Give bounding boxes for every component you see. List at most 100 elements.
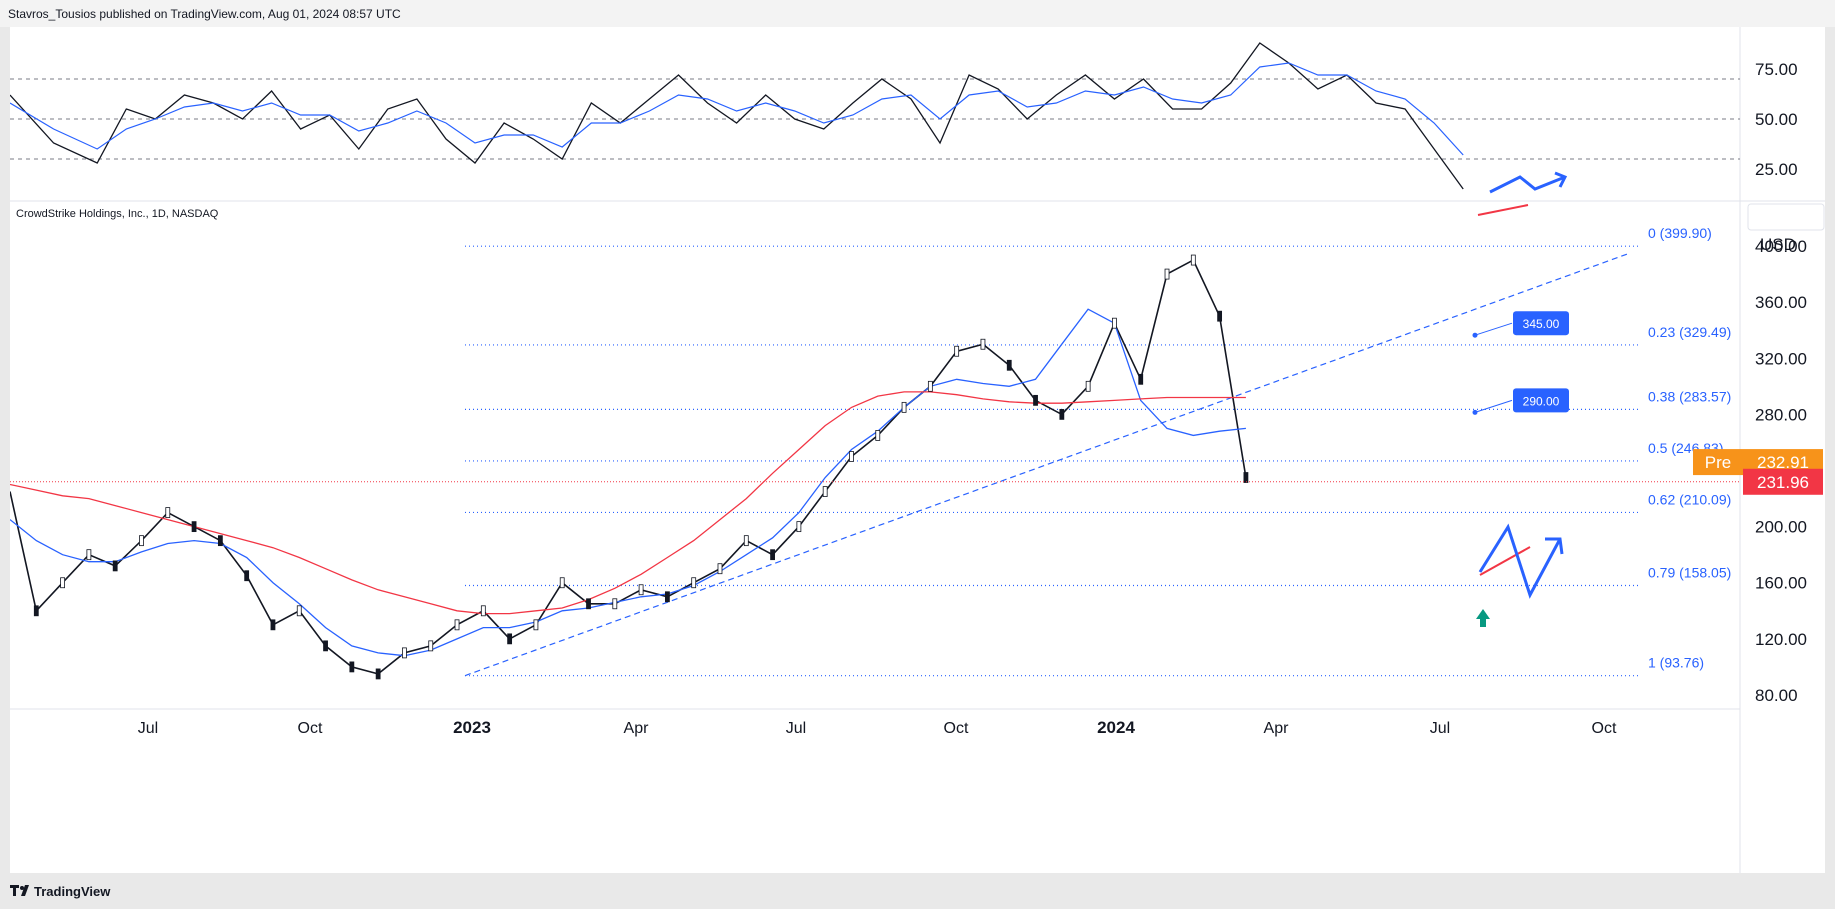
chart-frame[interactable]: 75.00 50.00 25.00 CrowdStrike Holdings, Inc… <box>10 27 1825 873</box>
candle <box>1059 408 1065 420</box>
price-tick-label: 400.00 <box>1755 237 1807 256</box>
candle <box>875 430 881 441</box>
tradingview-logo-icon[interactable] <box>10 883 30 899</box>
time-tick-label: Jul <box>138 720 158 737</box>
up-arrow-icon <box>1476 609 1490 627</box>
candle <box>586 598 591 610</box>
last-price-label: 231.96 <box>1757 473 1809 492</box>
tradingview-brand[interactable]: TradingView <box>34 884 111 899</box>
candle <box>217 535 223 547</box>
target-dot <box>1472 409 1478 415</box>
price-tick-label: 320.00 <box>1755 349 1807 368</box>
time-tick-label: Apr <box>1264 720 1290 737</box>
publisher-text: Stavros_Tousios published on TradingView… <box>8 7 401 21</box>
candle <box>533 619 539 631</box>
oscillator-tick-label: 25.00 <box>1755 160 1798 179</box>
candle <box>86 549 92 561</box>
candle <box>1138 373 1144 385</box>
candle <box>954 345 960 357</box>
candle <box>743 535 749 547</box>
candle <box>1217 310 1223 322</box>
candle <box>691 577 697 589</box>
price-tick-label: 80.00 <box>1755 686 1798 705</box>
moving-average-slow <box>10 391 1246 615</box>
candle <box>822 486 828 497</box>
candle <box>428 640 434 652</box>
trend-line <box>464 252 1631 677</box>
candle <box>112 560 118 572</box>
candle <box>60 577 65 589</box>
target-badge <box>1513 388 1569 413</box>
price-tick-label: 200.00 <box>1755 518 1807 537</box>
candle <box>1033 394 1038 406</box>
candle <box>796 521 802 533</box>
fib-level-label: 0.23 (329.49) <box>1648 324 1731 340</box>
time-tick-label: 2023 <box>453 718 491 737</box>
currency-label: USD <box>1760 235 1796 254</box>
candle <box>717 563 723 575</box>
time-tick-label: Jul <box>786 720 806 737</box>
symbol-title: CrowdStrike Holdings, Inc., 1D, NASDAQ <box>16 208 219 220</box>
oscillator-divergence-line <box>1477 204 1529 216</box>
time-tick-label: Apr <box>624 720 650 737</box>
candle <box>901 401 907 413</box>
candle <box>139 535 144 547</box>
support-line <box>1479 546 1531 576</box>
moving-average-fast <box>10 308 1246 657</box>
candle <box>191 521 197 533</box>
price-line <box>10 258 1247 675</box>
fib-level-label: 0.62 (210.09) <box>1648 491 1731 507</box>
candle <box>665 591 670 603</box>
candle <box>559 577 565 589</box>
candle <box>244 570 250 582</box>
oscillator-arrow-head <box>1554 171 1568 188</box>
pre-tag-box <box>1693 449 1743 476</box>
oscillator-line <box>10 42 1464 190</box>
target-label: 345.00 <box>1523 317 1560 331</box>
candle <box>454 619 460 631</box>
oscillator-tick-label: 50.00 <box>1755 110 1798 129</box>
price-tick-label: 160.00 <box>1755 574 1807 593</box>
target-badge <box>1513 311 1569 336</box>
candle <box>33 605 39 617</box>
pre-tag-label: Pre <box>1705 453 1731 472</box>
publish-header: Stavros_Tousios published on TradingView… <box>0 0 1835 27</box>
candle <box>480 605 486 617</box>
candle <box>165 507 171 518</box>
projection-arrow-head <box>1545 537 1564 555</box>
candle <box>375 668 381 680</box>
time-tick-label: Oct <box>944 720 969 737</box>
candle <box>1164 268 1170 280</box>
pre-price-label: 232.91 <box>1757 453 1809 472</box>
projection-arrow <box>1478 523 1562 599</box>
time-tick-label: Oct <box>1592 720 1617 737</box>
oscillator-tick-label: 75.00 <box>1755 60 1798 79</box>
candle <box>770 549 775 561</box>
candle <box>402 647 407 659</box>
fib-level-label: 1 (93.76) <box>1648 655 1704 671</box>
price-tick-label: 280.00 <box>1755 405 1807 424</box>
time-tick-label: 2024 <box>1097 718 1135 737</box>
candle <box>1243 472 1249 483</box>
fib-level-label: 0 (399.90) <box>1648 225 1712 241</box>
candle <box>638 584 644 596</box>
last-price-box <box>1743 468 1823 495</box>
candle <box>849 451 854 462</box>
chart-canvas[interactable]: 75.00 50.00 25.00 CrowdStrike Holdings, Inc… <box>10 27 1825 873</box>
candle <box>1085 380 1091 392</box>
candle <box>349 661 355 673</box>
candle <box>1006 359 1012 371</box>
target-dot <box>1472 332 1478 338</box>
candle <box>1112 317 1117 329</box>
target-connector <box>1474 322 1513 336</box>
candle <box>1190 254 1196 266</box>
currency-box <box>1747 203 1825 231</box>
fib-level-label: 0.79 (158.05) <box>1648 564 1731 580</box>
target-connector <box>1474 399 1513 413</box>
target-label: 290.00 <box>1523 394 1560 408</box>
fib-level-label: 0.38 (283.57) <box>1648 388 1731 404</box>
candle <box>612 598 618 610</box>
oscillator-signal-line <box>10 62 1464 156</box>
time-tick-label: Jul <box>1430 720 1450 737</box>
candle <box>323 640 328 652</box>
